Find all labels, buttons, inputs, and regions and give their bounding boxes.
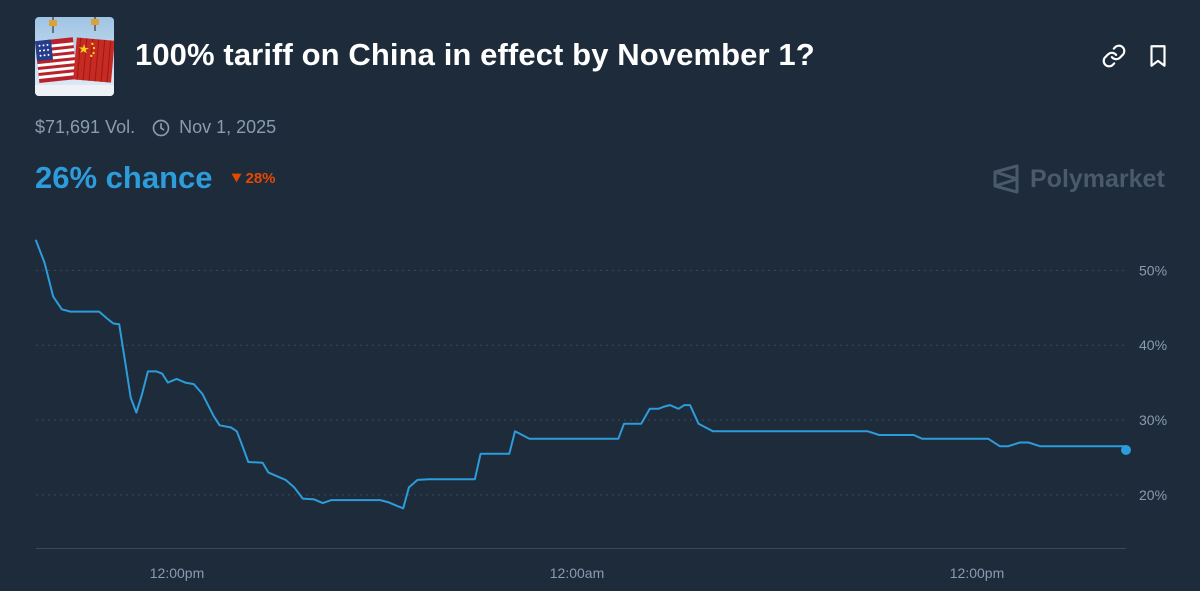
y-tick-label: 20% [1139,487,1167,503]
chance-row: 26% chance 28% [35,160,276,196]
brand-name: Polymarket [1030,164,1165,193]
link-icon[interactable] [1101,43,1127,69]
x-tick-label: 12:00pm [950,565,1004,581]
market-title: 100% tariff on China in effect by Novemb… [135,37,815,72]
volume-text: $71,691 Vol. [35,117,136,137]
clock-icon [152,119,170,136]
market-meta: $71,691 Vol. Nov 1, 2025 [35,117,276,138]
down-triangle-icon [231,173,241,183]
change-badge: 28% [231,170,276,187]
change-value: 28% [245,169,276,187]
x-tick-label: 12:00pm [150,565,204,581]
polymarket-icon [993,164,1019,194]
market-thumbnail[interactable] [35,17,114,96]
bookmark-icon[interactable] [1145,43,1171,69]
y-tick-label: 30% [1139,412,1167,428]
series-line [35,239,1127,510]
x-tick-label: 12:00am [550,565,604,581]
polymarket-logo: Polymarket [992,164,1165,194]
market-header: 100% tariff on China in effect by Novemb… [35,17,1166,97]
shipping-containers-image [35,17,114,96]
series-end-point [1121,444,1131,455]
y-tick-label: 50% [1139,262,1167,278]
end-date-text: Nov 1, 2025 [179,117,277,137]
y-tick-label: 40% [1139,337,1167,353]
chance-value: 26% chance [35,160,213,195]
